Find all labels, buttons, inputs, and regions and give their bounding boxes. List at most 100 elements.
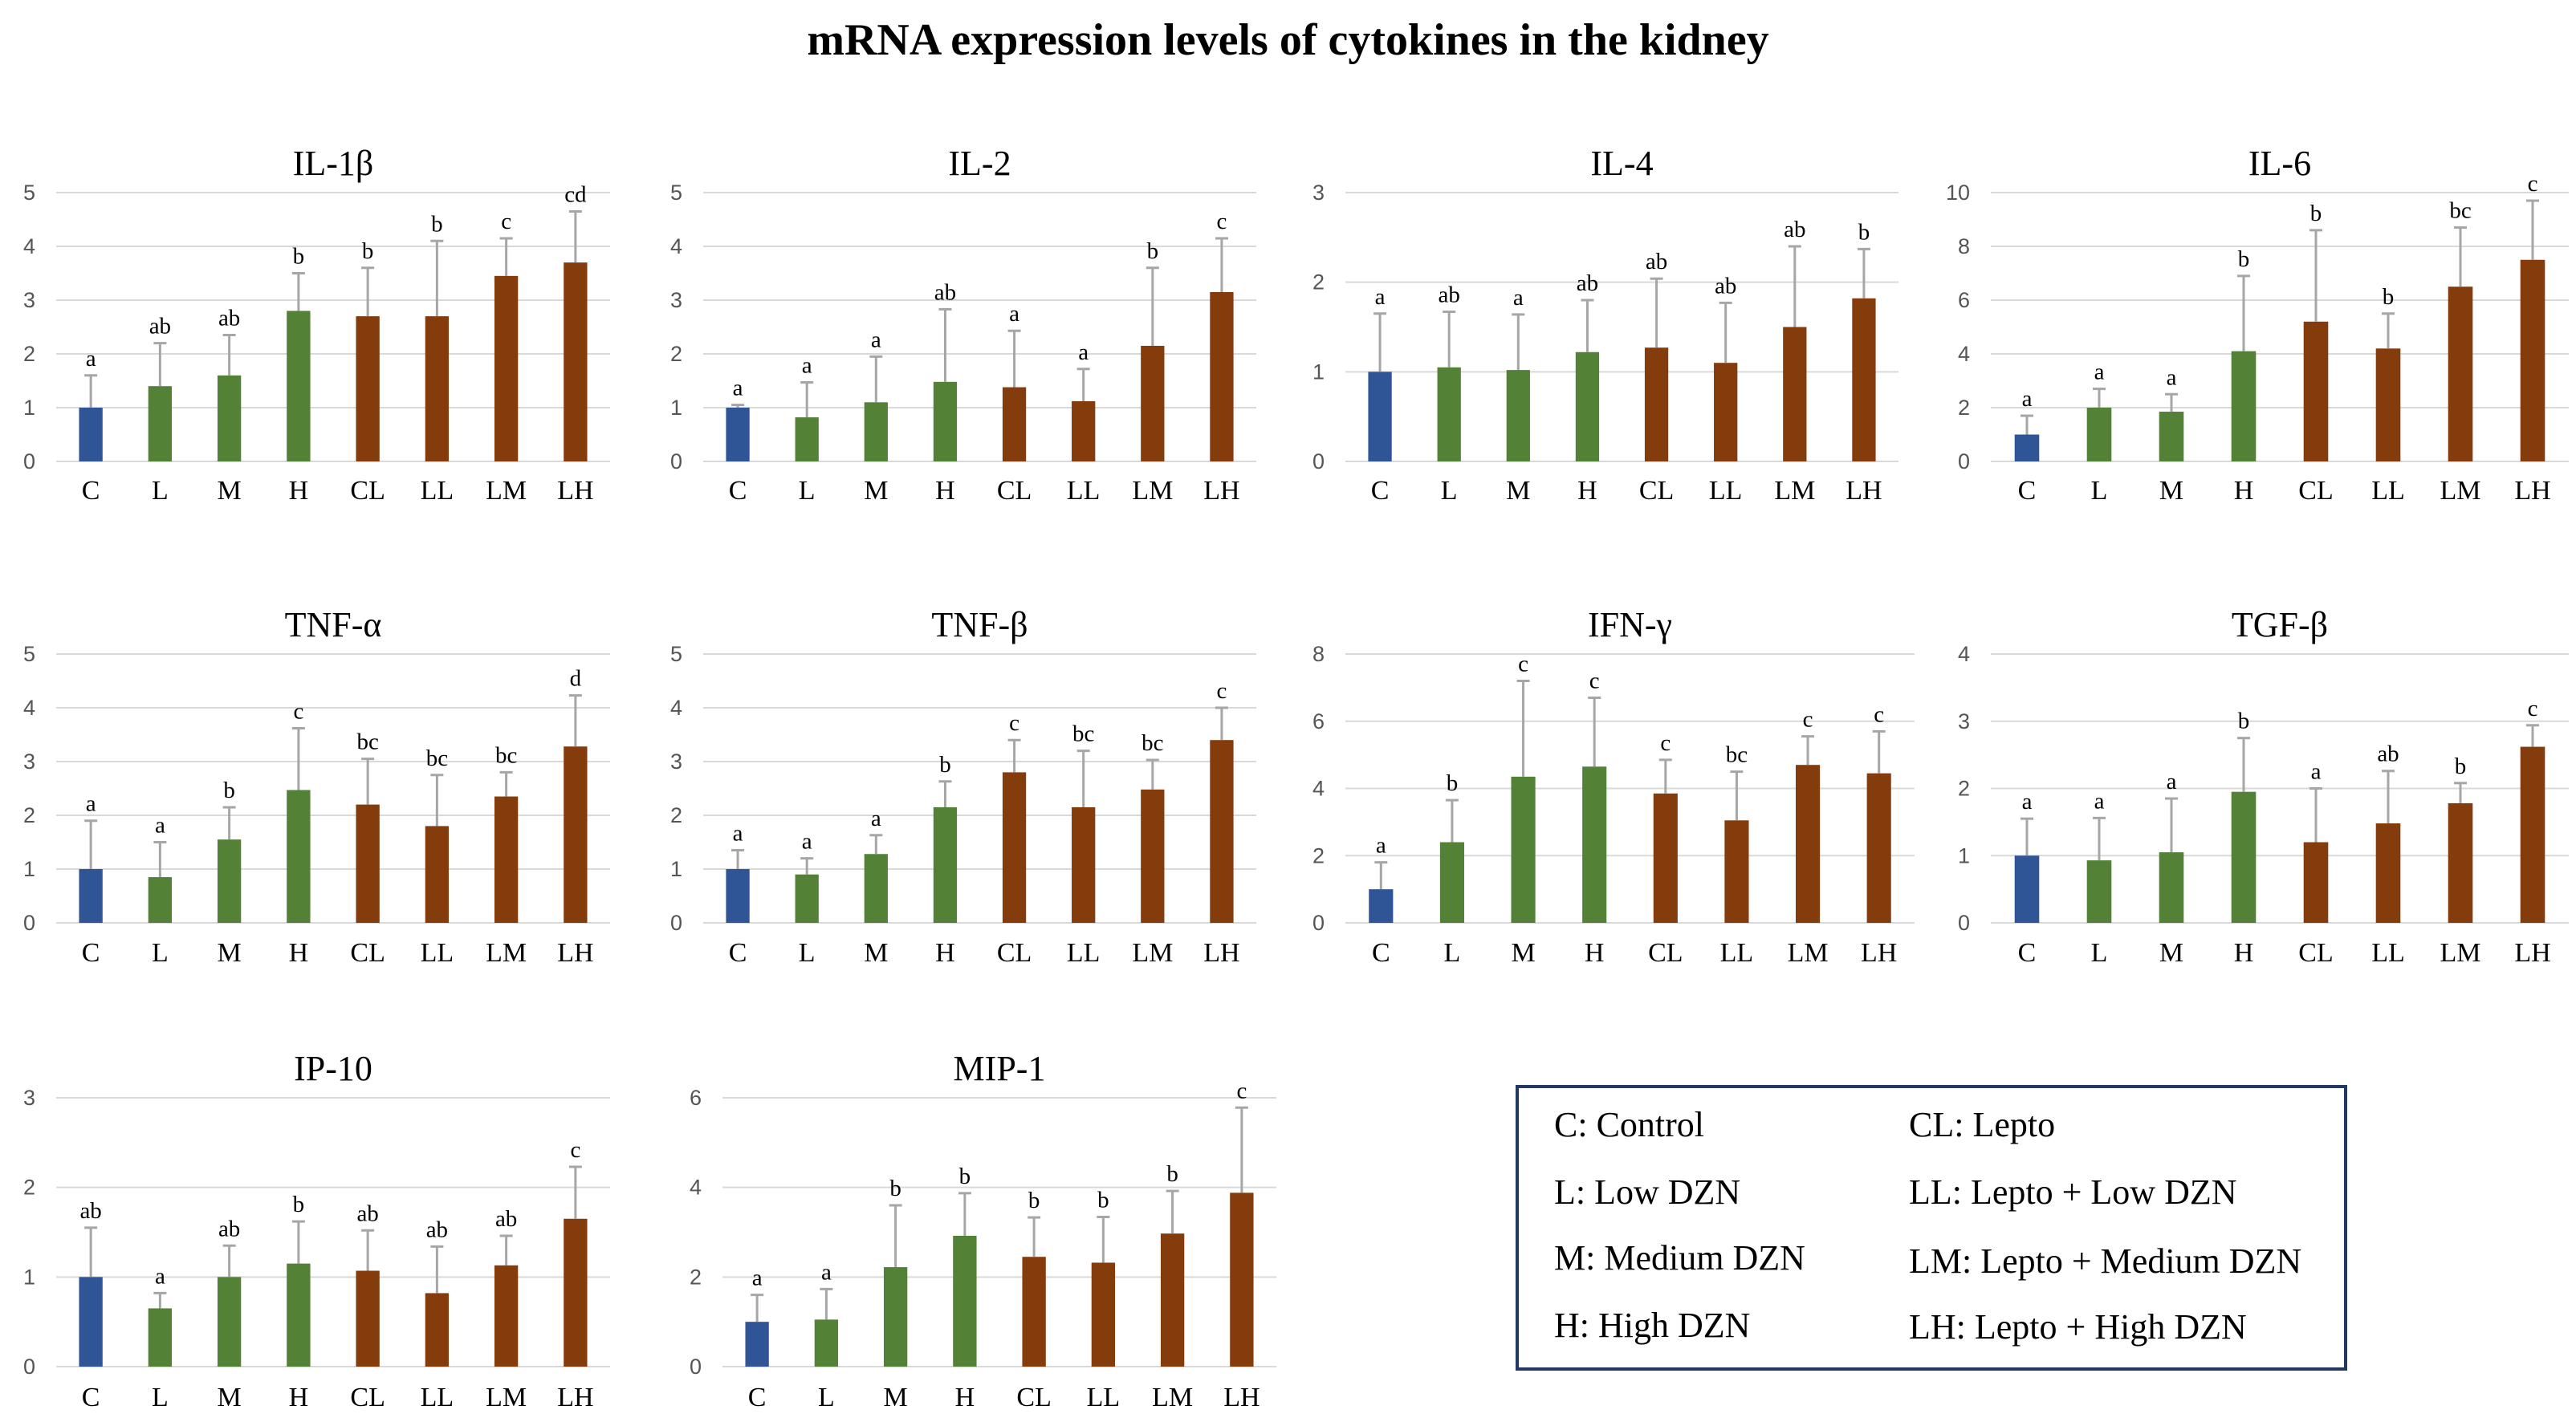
significance-label: a: [2311, 759, 2322, 785]
y-tick-label: 1: [1958, 843, 1970, 867]
x-tick-label: LH: [557, 1383, 593, 1412]
x-tick-label: H: [935, 476, 955, 506]
bar: [217, 1277, 242, 1367]
significance-label: c: [1874, 701, 1884, 727]
x-tick-label: CL: [350, 938, 385, 968]
significance-label: a: [86, 346, 96, 372]
y-tick-label: 4: [23, 234, 35, 258]
x-tick-label: L: [799, 476, 816, 506]
x-tick-label: M: [2159, 938, 2183, 968]
significance-label: c: [2528, 171, 2538, 197]
significance-label: b: [2238, 709, 2250, 734]
x-tick-label: LH: [1846, 476, 1882, 506]
y-tick-label: 5: [670, 642, 682, 666]
bar: [1714, 363, 1738, 461]
bar: [933, 806, 958, 923]
bar: [1783, 327, 1807, 461]
bar: [564, 746, 588, 923]
y-tick-label: 2: [1958, 777, 1970, 801]
y-tick-label: 1: [670, 857, 682, 881]
y-tick-label: 6: [1312, 709, 1325, 733]
bar: [864, 402, 888, 461]
x-tick-label: H: [1577, 476, 1597, 506]
bar: [2086, 408, 2112, 461]
bar: [814, 1319, 839, 1367]
bar: [2014, 855, 2040, 923]
significance-label: bc: [1072, 721, 1094, 747]
y-tick-label: 0: [23, 1355, 35, 1379]
x-tick-label: C: [729, 938, 747, 968]
significance-label: ab: [356, 1201, 378, 1226]
significance-label: c: [1660, 730, 1671, 756]
x-tick-label: C: [1371, 476, 1390, 506]
bar: [2303, 321, 2329, 461]
x-tick-label: CL: [2298, 476, 2333, 506]
y-tick-label: 2: [23, 1176, 35, 1200]
bar: [1852, 298, 1876, 461]
x-tick-label: L: [2091, 476, 2108, 506]
y-tick-label: 4: [1312, 777, 1325, 801]
x-tick-label: LM: [1774, 476, 1815, 506]
bar: [1575, 351, 1600, 461]
significance-label: b: [362, 238, 374, 264]
bar: [1724, 820, 1749, 923]
bar: [2303, 842, 2329, 923]
bar: [1795, 765, 1821, 923]
significance-label: b: [1447, 770, 1459, 796]
significance-label: c: [1589, 668, 1600, 693]
legend-item-lepto: CL: Lepto: [1909, 1105, 2056, 1144]
bar: [148, 877, 173, 923]
y-tick-label: 2: [23, 803, 35, 827]
significance-label: b: [1166, 1161, 1178, 1187]
bar: [217, 839, 242, 923]
bar: [1230, 1192, 1254, 1367]
y-tick-label: 1: [1312, 360, 1325, 384]
x-tick-label: LM: [486, 476, 527, 506]
significance-label: a: [86, 791, 96, 817]
significance-label: bc: [1141, 730, 1163, 756]
legend-item-medium-dzn: M: Medium DZN: [1554, 1238, 1805, 1278]
y-tick-label: 3: [1312, 181, 1325, 205]
x-tick-label: L: [1444, 938, 1461, 968]
significance-label: ab: [1577, 270, 1598, 296]
figure-title: mRNA expression levels of cytokines in t…: [807, 15, 1769, 65]
x-tick-label: M: [218, 1383, 242, 1412]
bar: [564, 1218, 588, 1367]
bar: [1644, 347, 1669, 461]
x-tick-label: LH: [1203, 938, 1239, 968]
bar: [2375, 348, 2401, 461]
x-tick-label: LL: [1720, 938, 1754, 968]
significance-label: b: [293, 244, 305, 270]
x-tick-label: CL: [1648, 938, 1683, 968]
panel-title: TGF-β: [2232, 605, 2328, 644]
significance-label: c: [1518, 652, 1528, 677]
x-tick-label: H: [289, 938, 309, 968]
significance-label: b: [1028, 1188, 1040, 1213]
bar: [425, 1293, 450, 1367]
panel-title: IL-4: [1590, 144, 1653, 183]
x-tick-label: LL: [1067, 938, 1101, 968]
x-tick-label: C: [748, 1383, 767, 1412]
x-tick-label: H: [2234, 938, 2254, 968]
significance-label: b: [2455, 754, 2467, 779]
x-tick-label: LL: [421, 476, 454, 506]
bar: [795, 874, 819, 923]
significance-label: a: [155, 1263, 165, 1289]
significance-label: bc: [1726, 742, 1748, 768]
significance-label: ab: [1646, 249, 1667, 274]
x-tick-label: CL: [1639, 476, 1674, 506]
significance-label: c: [501, 209, 511, 234]
y-tick-label: 3: [670, 288, 682, 312]
y-tick-label: 8: [1312, 642, 1325, 666]
bar: [2231, 791, 2257, 923]
x-tick-label: LL: [421, 938, 454, 968]
bar: [883, 1267, 908, 1367]
significance-label: c: [570, 1137, 580, 1163]
significance-label: a: [752, 1266, 763, 1291]
significance-label: b: [431, 211, 443, 237]
x-tick-label: L: [2091, 938, 2108, 968]
bar: [494, 275, 519, 461]
x-tick-label: M: [864, 476, 888, 506]
x-tick-label: M: [218, 938, 242, 968]
x-tick-label: LL: [1067, 476, 1101, 506]
